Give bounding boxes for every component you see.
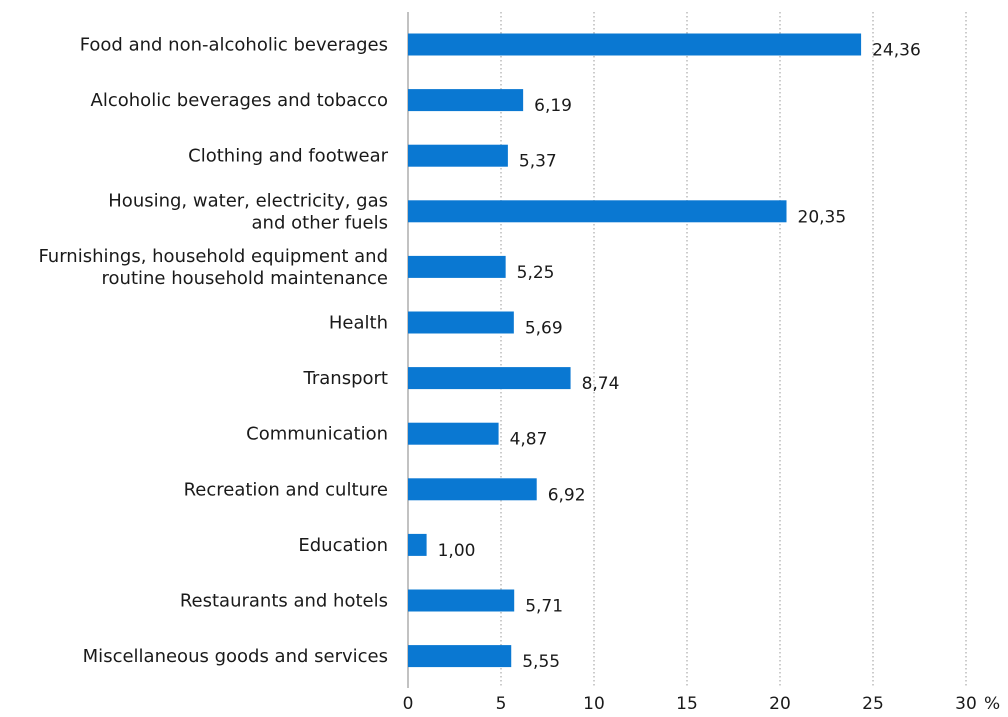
x-tick-label: 0 <box>403 694 414 714</box>
category-label: Transport <box>303 368 388 389</box>
value-label: 5,37 <box>519 152 557 172</box>
category-label: Education <box>298 535 388 556</box>
category-label: Housing, water, electricity, gas <box>108 190 388 211</box>
bar <box>408 89 524 112</box>
value-label: 5,69 <box>525 319 563 339</box>
bar <box>408 478 537 501</box>
bar <box>408 589 515 612</box>
value-label: 8,74 <box>582 374 620 394</box>
bar <box>408 33 862 56</box>
category-label: Clothing and footwear <box>188 146 388 167</box>
category-label: Communication <box>246 424 388 445</box>
bar <box>408 533 427 556</box>
unit-label: % <box>984 694 1000 714</box>
category-label: Health <box>329 313 388 334</box>
category-label: Restaurants and hotels <box>180 591 388 612</box>
bar <box>408 422 499 445</box>
value-label: 1,00 <box>438 541 476 561</box>
x-tick-label: 5 <box>496 694 507 714</box>
bar <box>408 144 508 167</box>
value-label: 5,55 <box>522 652 560 672</box>
category-label: Food and non-alcoholic beverages <box>80 35 388 56</box>
category-label: and other fuels <box>252 212 388 233</box>
category-label: Furnishings, household equipment and <box>38 246 388 267</box>
value-label: 6,92 <box>548 485 586 505</box>
x-tick-label: 10 <box>583 694 605 714</box>
value-label: 6,19 <box>534 96 572 116</box>
category-label: Alcoholic beverages and tobacco <box>91 90 388 111</box>
value-label: 20,35 <box>798 207 847 227</box>
category-label: routine household maintenance <box>102 268 388 289</box>
x-tick-label: 30 <box>955 694 977 714</box>
value-label: 24,36 <box>872 41 921 61</box>
value-label: 5,25 <box>517 263 555 283</box>
bar <box>408 255 506 278</box>
bar <box>408 645 512 668</box>
value-label: 5,71 <box>525 597 563 617</box>
category-label: Recreation and culture <box>184 479 388 500</box>
x-tick-label: 25 <box>862 694 884 714</box>
bar <box>408 311 514 334</box>
bar <box>408 367 571 390</box>
x-tick-label: 15 <box>676 694 698 714</box>
x-tick-label: 20 <box>769 694 791 714</box>
bar <box>408 200 787 223</box>
value-label: 4,87 <box>510 430 548 450</box>
category-label: Miscellaneous goods and services <box>83 646 388 667</box>
